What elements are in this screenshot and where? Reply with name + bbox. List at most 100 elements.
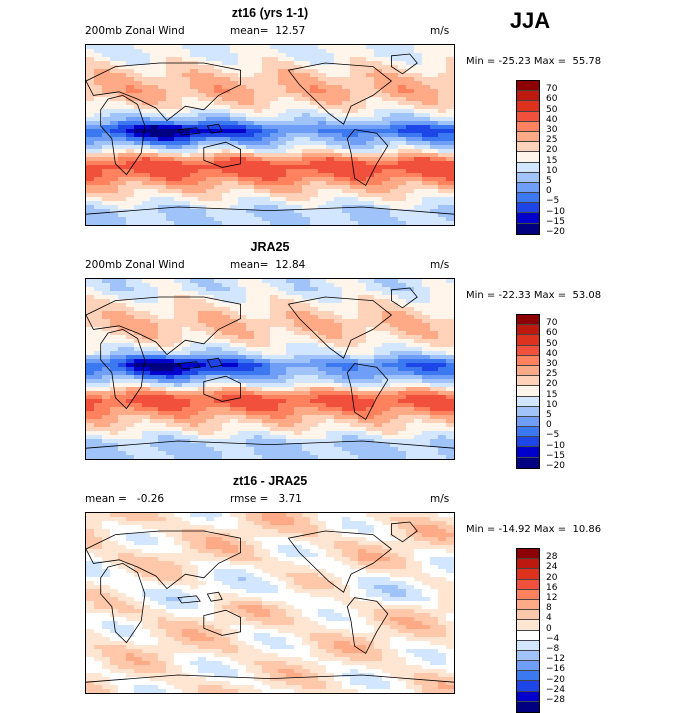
- contour-cell: [438, 283, 447, 288]
- contour-cell: [294, 319, 303, 324]
- contour-cell: [358, 113, 367, 118]
- contour-cell: [230, 153, 239, 158]
- contour-cell: [134, 359, 143, 364]
- contour-cell: [126, 283, 135, 288]
- contour-cell: [406, 427, 415, 432]
- contour-cell: [422, 49, 431, 54]
- contour-cell: [414, 101, 423, 106]
- contour-cell: [446, 129, 454, 134]
- contour-cell: [166, 355, 175, 360]
- contour-cell: [110, 423, 119, 428]
- contour-cell: [286, 291, 295, 296]
- contour-cell: [94, 153, 103, 158]
- contour-cell: [294, 431, 303, 436]
- contour-cell: [334, 315, 343, 320]
- contour-cell: [430, 533, 439, 538]
- contour-cell: [134, 303, 143, 308]
- contour-cell: [182, 447, 191, 452]
- contour-cell: [302, 45, 311, 50]
- contour-cell: [366, 121, 375, 126]
- contour-cell: [278, 81, 287, 86]
- contour-cell: [358, 185, 367, 190]
- contour-cell: [326, 319, 335, 324]
- contour-cell: [110, 541, 119, 546]
- contour-cell: [334, 57, 343, 62]
- contour-cell: [230, 125, 239, 130]
- colorbar-tick-label: −15: [546, 217, 565, 227]
- contour-cell: [446, 383, 454, 388]
- contour-cell: [158, 431, 167, 436]
- contour-cell: [94, 379, 103, 384]
- contour-cell: [126, 411, 135, 416]
- contour-cell: [430, 73, 439, 78]
- contour-cell: [286, 391, 295, 396]
- contour-cell: [422, 399, 431, 404]
- contour-cell: [334, 157, 343, 162]
- contour-cell: [238, 165, 247, 170]
- contour-cell: [150, 375, 159, 380]
- contour-cell: [294, 435, 303, 440]
- contour-cell: [190, 355, 199, 360]
- contour-cell: [374, 177, 383, 182]
- contour-cell: [254, 573, 263, 578]
- contour-cell: [246, 169, 255, 174]
- contour-cell: [110, 125, 119, 130]
- contour-cell: [422, 299, 431, 304]
- contour-cell: [142, 165, 151, 170]
- contour-cell: [214, 569, 223, 574]
- contour-cell: [222, 423, 231, 428]
- contour-cell: [110, 529, 119, 534]
- contour-cell: [350, 517, 359, 522]
- contour-cell: [422, 319, 431, 324]
- contour-cell: [206, 561, 215, 566]
- contour-cell: [374, 137, 383, 142]
- contour-cell: [222, 415, 231, 420]
- contour-cell: [222, 213, 231, 218]
- contour-cell: [294, 331, 303, 336]
- contour-cell: [230, 61, 239, 66]
- contour-cell: [190, 435, 199, 440]
- contour-cell: [438, 217, 447, 222]
- contour-cell: [198, 299, 207, 304]
- contour-cell: [358, 105, 367, 110]
- contour-cell: [374, 197, 383, 202]
- contour-cell: [166, 327, 175, 332]
- contour-cell: [438, 335, 447, 340]
- contour-cell: [206, 577, 215, 582]
- contour-cell: [342, 557, 351, 562]
- contour-cell: [318, 89, 327, 94]
- contour-cell: [214, 157, 223, 162]
- contour-cell: [438, 185, 447, 190]
- contour-cell: [294, 387, 303, 392]
- contour-cell: [174, 375, 183, 380]
- contour-cell: [214, 347, 223, 352]
- contour-cell: [246, 283, 255, 288]
- contour-cell: [326, 323, 335, 328]
- contour-cell: [254, 221, 263, 225]
- contour-cell: [422, 447, 431, 452]
- contour-cell: [214, 291, 223, 296]
- contour-cell: [318, 315, 327, 320]
- contour-cell: [230, 101, 239, 106]
- contour-cell: [174, 97, 183, 102]
- contour-cell: [190, 157, 199, 162]
- contour-cell: [342, 189, 351, 194]
- contour-cell: [294, 399, 303, 404]
- contour-cell: [390, 411, 399, 416]
- contour-cell: [86, 197, 95, 202]
- contour-cell: [302, 193, 311, 198]
- contour-cell: [302, 197, 311, 202]
- contour-cell: [286, 145, 295, 150]
- contour-cell: [190, 423, 199, 428]
- contour-cell: [246, 331, 255, 336]
- contour-cell: [342, 157, 351, 162]
- contour-cell: [254, 319, 263, 324]
- contour-cell: [246, 101, 255, 106]
- contour-cell: [190, 307, 199, 312]
- contour-cell: [158, 553, 167, 558]
- contour-cell: [382, 165, 391, 170]
- contour-cell: [390, 343, 399, 348]
- contour-cell: [374, 339, 383, 344]
- contour-cell: [318, 335, 327, 340]
- contour-cell: [182, 351, 191, 356]
